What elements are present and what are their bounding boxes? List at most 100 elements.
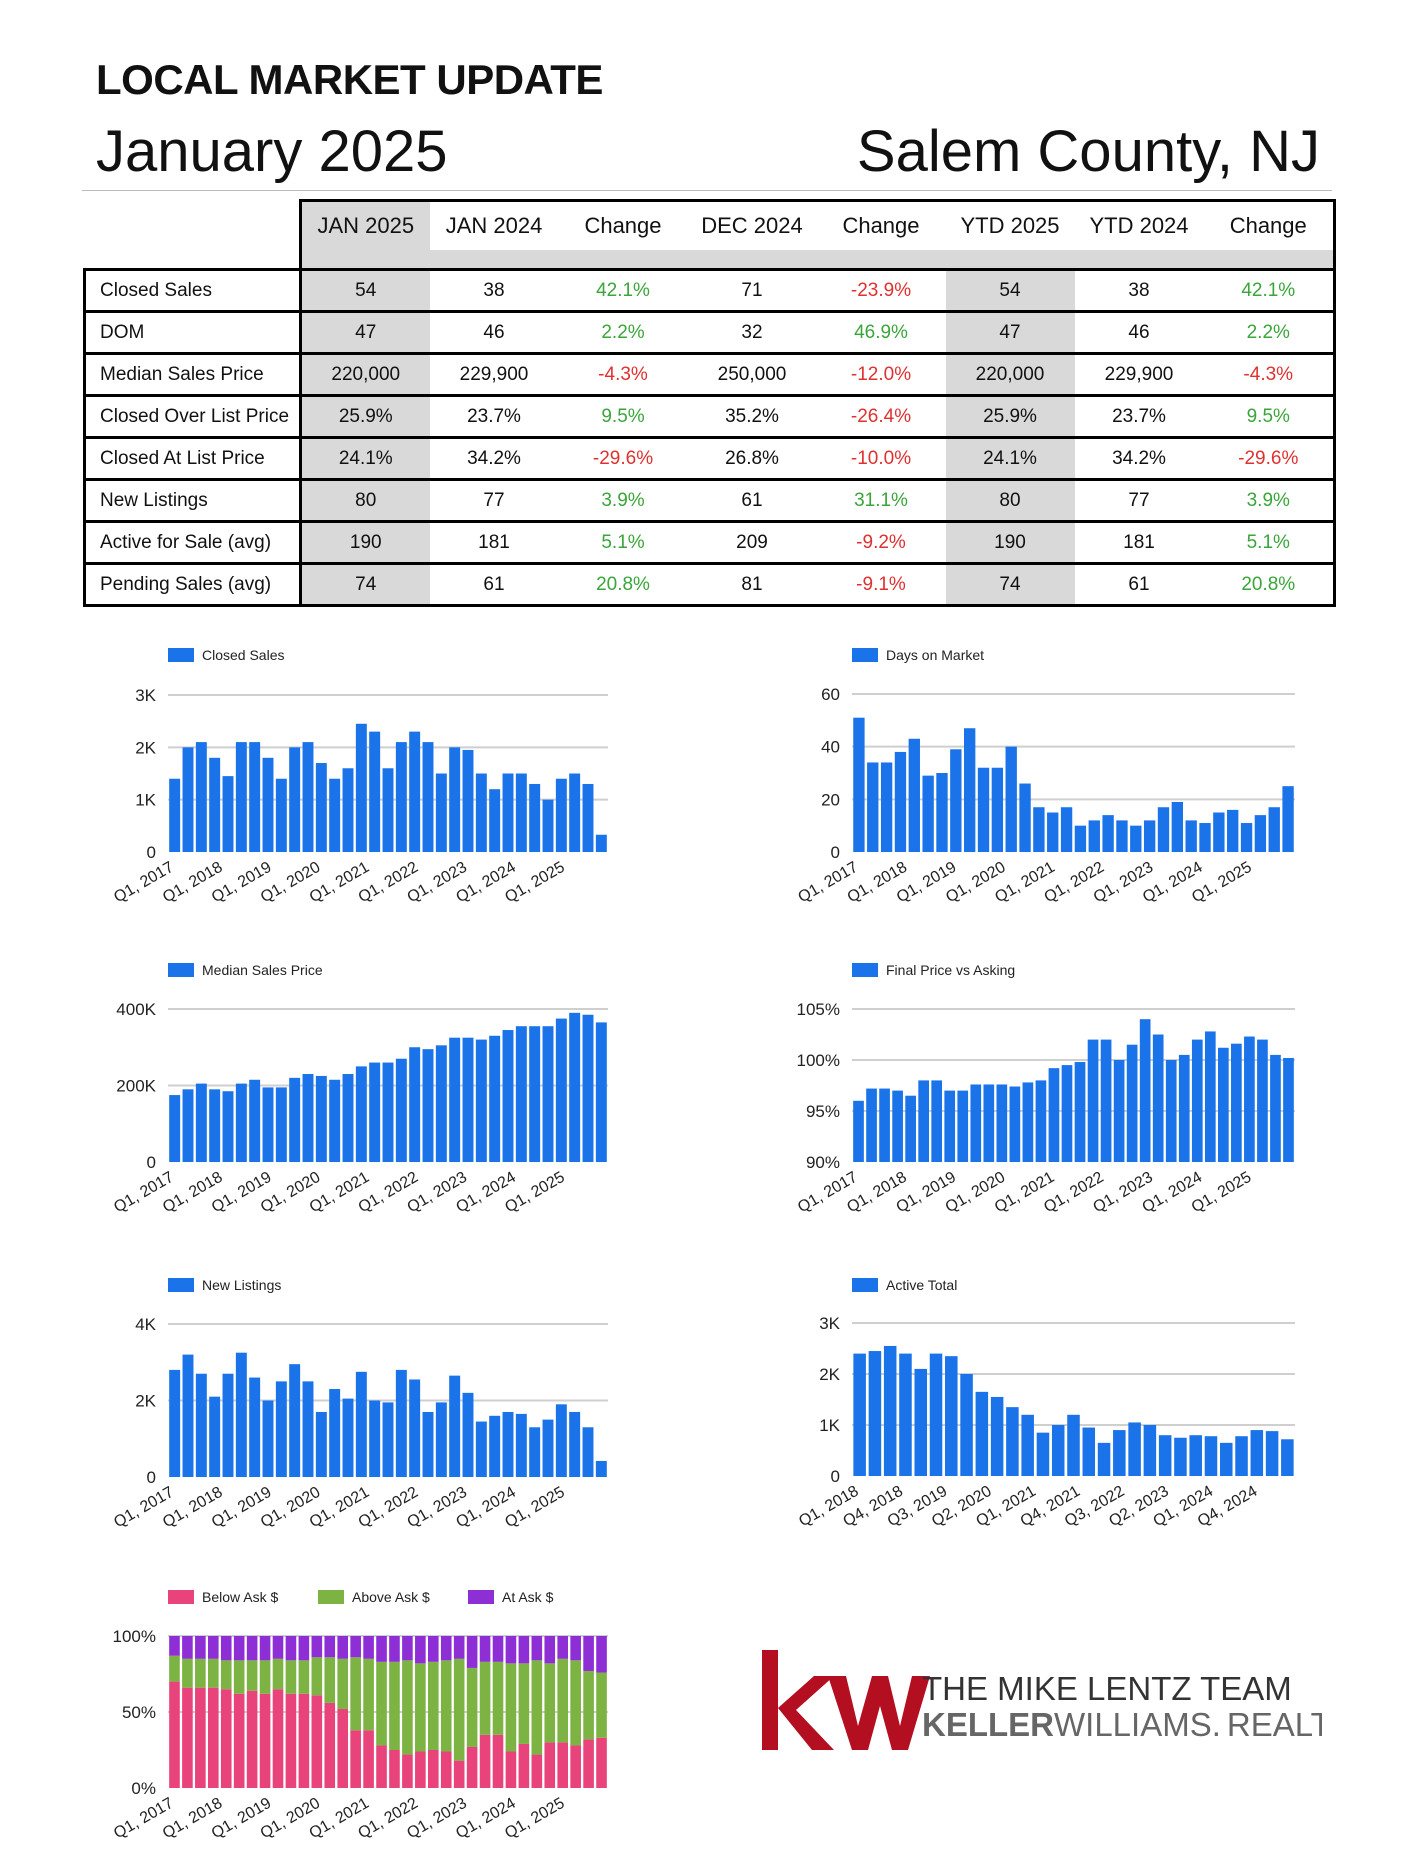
bar [1199,823,1211,852]
bar-segment [324,1657,336,1703]
bar [195,1373,207,1477]
bar [182,1089,194,1162]
bar [489,789,501,852]
bar [1088,820,1100,852]
bar-segment [195,1636,206,1659]
bar [1257,1039,1268,1162]
bar-segment [169,1681,180,1788]
value-cell: 34.2% [429,436,559,480]
value-cell: 181 [1074,520,1204,564]
bar [395,1058,407,1162]
y-tick-label: 0 [831,843,840,862]
bar [1047,812,1059,852]
bar [275,778,287,852]
bar-segment [583,1739,594,1788]
row-label: Closed Over List Price [83,394,301,438]
change-cell: 2.2% [558,310,688,354]
bar [880,762,893,852]
bar-segment [570,1745,581,1788]
bar [462,749,474,852]
bar [868,1351,882,1476]
legend-label: Active Total [886,1277,957,1293]
bar [1139,1019,1151,1162]
legend-swatch [318,1590,344,1604]
bar [1074,825,1087,852]
col-header: YTD 2024 [1074,199,1204,250]
bar [936,773,948,852]
value-cell: 46 [429,310,559,354]
bar [866,1088,877,1162]
bar [529,783,541,852]
bar [249,1377,261,1477]
change-cell: 42.1% [1203,268,1336,312]
bar [853,1353,866,1476]
brokerage-light: WILLIAMS. [1054,1706,1221,1743]
bar-segment [415,1636,426,1664]
y-tick-label: 3K [819,1314,840,1333]
bar-segment [259,1693,271,1788]
bar-segment [415,1663,426,1752]
bar [1282,786,1294,852]
change-cell: -9.2% [816,520,946,564]
legend-item: Below Ask $ [168,1589,278,1605]
bar-segment [182,1636,193,1659]
y-tick-label: 1K [135,791,156,810]
bar [542,1419,554,1477]
bar-segment [350,1730,361,1788]
y-tick-label: 400K [116,1000,156,1019]
bar [475,773,487,852]
bar [542,799,554,852]
value-cell: 80 [299,478,430,522]
legend-swatch [168,648,194,662]
bar-segment [479,1734,491,1788]
bar [409,731,421,852]
bar [1143,820,1156,852]
y-tick-label: 40 [821,738,840,757]
col-header: Change [558,199,688,250]
legend-swatch [468,1590,494,1604]
bar [515,1026,527,1162]
bar-segment [453,1760,465,1788]
bar [1033,807,1045,852]
value-cell: 77 [429,478,559,522]
change-cell: 46.9% [816,310,946,354]
bar [1157,807,1170,852]
change-cell: 5.1% [558,520,688,564]
bar [462,1392,474,1477]
y-tick-label: 2K [135,1392,156,1411]
col-header: DEC 2024 [687,199,817,250]
bar [169,1095,181,1162]
bar [235,742,247,852]
bar [914,1368,928,1476]
kw-logo: THE MIKE LENTZ TEAM KELLERWILLIAMS. REALT… [762,1650,1322,1750]
bar [422,1049,434,1162]
bar-segment [233,1660,245,1694]
bar [289,747,301,852]
value-cell: 74 [945,562,1075,607]
bar [1082,1427,1096,1476]
legend-item: At Ask $ [468,1589,554,1605]
bar [182,1354,194,1477]
bar [1006,1407,1019,1476]
bar [1128,1422,1141,1476]
bar [355,1371,367,1477]
bar [555,778,567,852]
y-tick-label: 95% [806,1102,840,1121]
bar [369,731,381,852]
table-row: Closed Over List Price 25.9% 23.7% 9.5% 35.2… [83,394,1336,438]
table-row: Active for Sale (avg) 190 181 5.1% 209 -9.2% 1… [83,520,1336,564]
bar [1116,820,1128,852]
bar [1048,1068,1060,1162]
bar [355,723,367,852]
bar [892,1090,903,1162]
bar [957,1090,969,1162]
bar-segment [272,1658,284,1690]
legend-item: Closed Sales [168,647,285,663]
bar [1178,1054,1190,1162]
col-header: JAN 2024 [429,199,559,250]
bar [853,1100,864,1162]
bar [960,1374,973,1476]
bar [1021,1414,1034,1476]
bar [1100,1039,1112,1162]
